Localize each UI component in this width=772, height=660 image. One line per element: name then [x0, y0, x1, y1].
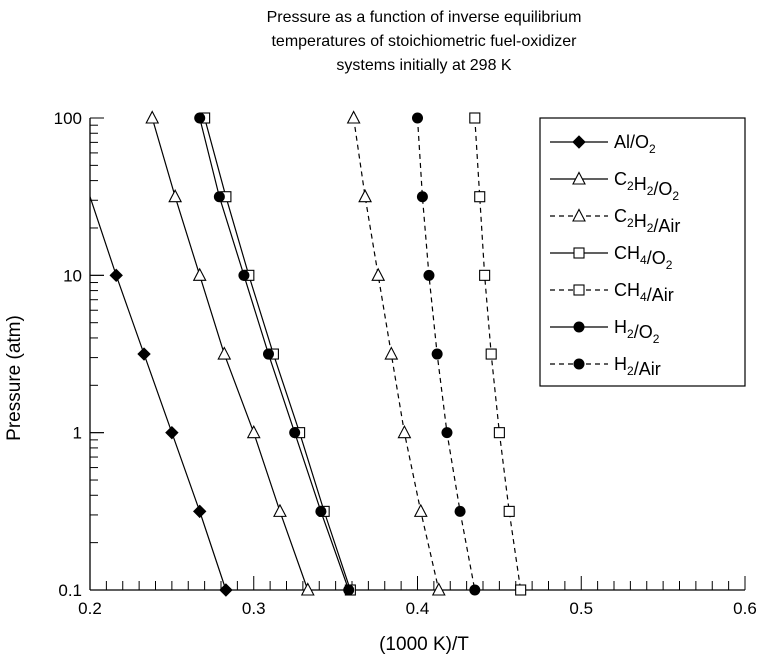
- legend-label: H2/Air: [614, 354, 661, 379]
- x-tick-label: 0.6: [733, 599, 757, 618]
- legend-item-c2h2-o2: C2H2/O2: [550, 169, 679, 203]
- x-tick-label: 0.2: [78, 599, 102, 618]
- legend-label: H2/O2: [614, 317, 660, 346]
- data-point-al-o2: [219, 583, 233, 597]
- x-axis-label: (1000 K)/T: [379, 634, 469, 655]
- data-point-al-o2: [109, 268, 123, 283]
- legend-marker: [572, 171, 586, 185]
- data-point-ch4-air: [474, 191, 486, 203]
- data-point-h2-air: [423, 269, 435, 281]
- data-point-h2-o2: [194, 112, 206, 124]
- chart-title: Pressure as a function of inverse equili…: [267, 9, 582, 74]
- data-point-h2-air: [469, 584, 481, 596]
- series-c2h2-air: [346, 110, 446, 596]
- legend-marker: [573, 321, 585, 333]
- data-point-h2-o2: [289, 427, 301, 439]
- data-point-h2-air: [412, 112, 423, 124]
- data-point-ch4-air: [469, 112, 481, 124]
- legend-marker: [572, 135, 586, 149]
- data-point-c2h2-air: [371, 267, 386, 281]
- data-point-h2-air: [431, 348, 443, 360]
- data-point-c2h2-air: [358, 189, 373, 203]
- data-point-ch4-air: [479, 269, 491, 281]
- data-point-c2h2-air: [397, 424, 412, 439]
- legend-item-h2-o2: H2/O2: [550, 317, 660, 346]
- data-point-c2h2-air: [346, 110, 361, 124]
- data-point-h2-o2: [238, 269, 250, 281]
- data-point-ch4-air: [493, 427, 505, 439]
- legend-item-ch4-air: CH4/Air: [550, 280, 674, 305]
- title-line-2: temperatures of stoichiometric fuel-oxid…: [271, 33, 577, 50]
- y-axis-label: Pressure (atm): [4, 315, 25, 441]
- data-point-h2-o2: [343, 584, 355, 596]
- series-h2-air: [412, 112, 481, 596]
- data-point-ch4-air: [485, 348, 497, 360]
- legend-label: CH4/O2: [614, 243, 673, 272]
- legend-item-h2-air: H2/Air: [550, 354, 661, 379]
- data-point-h2-air: [441, 427, 453, 439]
- legend-item-ch4-o2: CH4/O2: [550, 243, 673, 272]
- legend-label: CH4/Air: [614, 280, 674, 305]
- title-line-1: Pressure as a function of inverse equili…: [267, 9, 582, 26]
- legend-label: Al/O2: [614, 132, 656, 156]
- legend-marker: [573, 247, 585, 259]
- series-line-c2h2-air: [353, 117, 440, 591]
- legend-marker: [573, 284, 585, 296]
- legend-marker: [573, 358, 585, 370]
- x-tick-label: 0.4: [406, 599, 430, 618]
- data-point-h2-air: [454, 505, 466, 517]
- data-point-al-o2: [137, 347, 151, 361]
- legend-marker: [572, 208, 586, 222]
- data-point-c2h2-air: [413, 503, 428, 517]
- y-tick-label: 10: [63, 266, 82, 285]
- data-point-ch4-air: [503, 505, 515, 517]
- data-point-h2-o2: [262, 348, 274, 360]
- data-point-c2h2-o2: [300, 582, 315, 596]
- legend-box: [539, 117, 746, 387]
- y-tick-label: 100: [54, 109, 82, 128]
- data-point-c2h2-o2: [246, 424, 261, 439]
- x-tick-label: 0.5: [569, 599, 593, 618]
- data-point-c2h2-o2: [192, 267, 207, 281]
- series-line-al-o2: [90, 196, 227, 591]
- series-c2h2-o2: [145, 110, 315, 596]
- y-tick-label: 0.1: [58, 581, 82, 600]
- series-line-c2h2-o2: [151, 117, 309, 591]
- data-point-c2h2-air: [431, 582, 446, 596]
- data-point-c2h2-o2: [273, 503, 287, 517]
- series-al-o2: [90, 196, 233, 597]
- legend-label: C2H2/Air: [614, 206, 680, 236]
- x-tick-label: 0.3: [242, 599, 266, 618]
- series-h2-o2: [194, 112, 355, 596]
- series-line-ch4-air: [474, 117, 522, 591]
- data-point-c2h2-air: [384, 346, 399, 360]
- data-point-al-o2: [165, 425, 179, 440]
- legend-item-c2h2-air: C2H2/Air: [550, 206, 680, 236]
- data-point-c2h2-o2: [168, 189, 183, 203]
- series-ch4-air: [469, 112, 527, 596]
- data-point-h2-air: [416, 191, 428, 203]
- title-line-3: systems initially at 298 K: [336, 57, 512, 74]
- data-point-al-o2: [193, 504, 207, 519]
- data-point-h2-o2: [315, 505, 327, 517]
- legend-label: C2H2/O2: [614, 169, 679, 203]
- data-point-h2-o2: [213, 191, 225, 203]
- data-point-ch4-air: [515, 584, 527, 596]
- data-point-c2h2-o2: [145, 110, 160, 124]
- legend-item-al-o2: Al/O2: [550, 132, 656, 156]
- y-tick-label: 1: [73, 424, 82, 443]
- series-line-h2-air: [416, 117, 476, 591]
- plot-area: 0.2 0.3 0.4 0.5 0.6 0.1 1 10 100: [54, 109, 757, 618]
- data-point-c2h2-o2: [217, 346, 232, 360]
